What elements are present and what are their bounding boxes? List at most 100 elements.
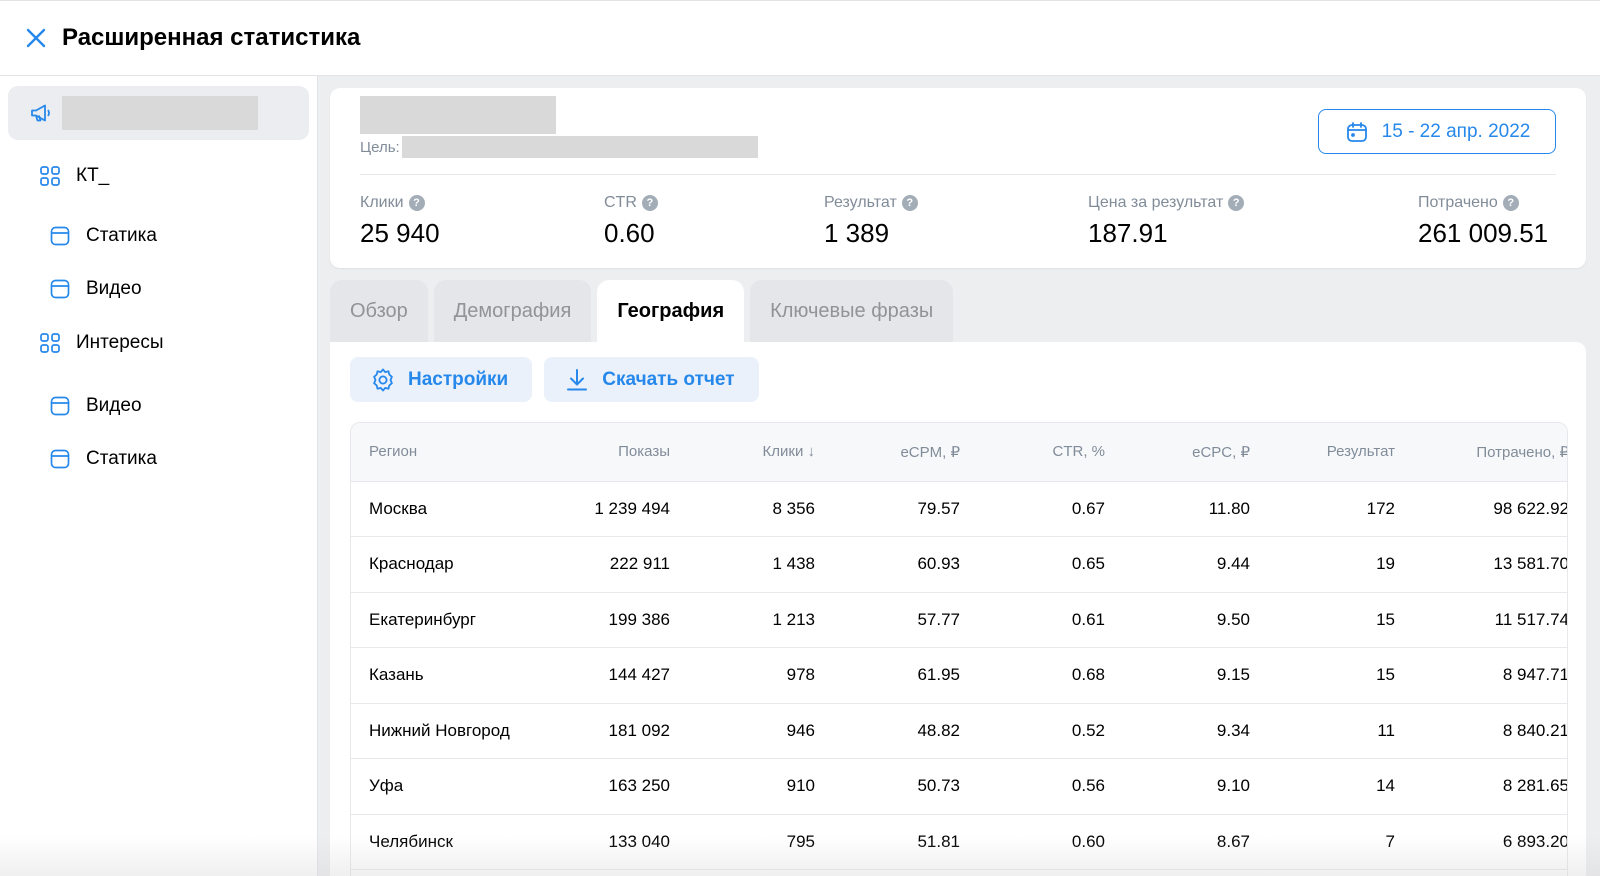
tab-keywords[interactable]: Ключевые фразы [750, 280, 954, 342]
table-row: Казань 144 427 978 61.95 0.68 9.15 15 8 947.71 [351, 647, 1567, 704]
value-cell: 222 911 [551, 536, 670, 593]
table-row: Уфа 163 250 910 50.73 0.56 9.10 14 8 281.65 [351, 758, 1567, 815]
help-icon[interactable]: ? [408, 195, 425, 211]
sidebar-item-label: Статика [86, 448, 157, 469]
value-cell: 79.57 [815, 481, 960, 537]
help-icon[interactable]: ? [1228, 195, 1245, 211]
value-cell: 50.73 [815, 758, 960, 815]
value-cell: 1 213 [670, 592, 815, 648]
divider [360, 174, 1556, 175]
ad-icon [48, 394, 72, 418]
value-cell: 51.81 [815, 814, 960, 870]
help-icon[interactable]: ? [901, 195, 918, 211]
value-cell: 9.44 [1105, 536, 1250, 593]
column-header-region[interactable]: Регион [351, 423, 551, 482]
ad-icon [48, 447, 72, 471]
sidebar-item-label: Видео [86, 278, 142, 299]
metric-label: CTR [604, 194, 637, 211]
value-cell: 181 092 [551, 703, 670, 759]
value-cell: 795 [670, 814, 815, 870]
value-cell: 163 250 [551, 758, 670, 815]
redacted-campaign-name [62, 96, 258, 130]
value-cell: 11 [1250, 703, 1395, 759]
value-cell: 57.77 [815, 592, 960, 648]
sidebar-item-label: Интересы [76, 332, 164, 353]
ad-icon [48, 277, 72, 301]
value-cell: 0.52 [960, 703, 1105, 759]
redacted-goal [401, 136, 758, 158]
sidebar-item-video-2[interactable]: Видео [48, 394, 142, 418]
value-cell: 61.95 [815, 647, 960, 704]
sidebar-item-static[interactable]: Статика [48, 224, 157, 248]
help-icon[interactable]: ? [1502, 195, 1519, 211]
value-cell: 0.67 [960, 481, 1105, 537]
ad-icon [48, 224, 72, 248]
metric-clicks: Клики? 25 940 [360, 194, 440, 249]
sidebar-item-video[interactable]: Видео [48, 277, 142, 301]
value-cell: 0.56 [960, 758, 1105, 815]
settings-button[interactable]: Настройки [350, 357, 533, 402]
column-header-impressions[interactable]: Показы [551, 423, 670, 482]
metric-value: 187.91 [1088, 218, 1168, 248]
value-cell: 199 386 [551, 592, 670, 648]
tab-overview[interactable]: Обзор [330, 280, 428, 342]
table-row: Краснодар 222 911 1 438 60.93 0.65 9.44 19 13 5… [351, 536, 1567, 593]
value-cell: 1 239 494 [551, 481, 670, 537]
value-cell: 14 [1250, 758, 1395, 815]
value-cell: 48.82 [815, 703, 960, 759]
value-cell: 11.80 [1105, 481, 1250, 537]
sidebar: КТ_ Статика Видео Интересы Видео Статика [0, 76, 318, 876]
sidebar-item-label: КТ_ [76, 165, 110, 186]
metric-value: 261 009.51 [1418, 218, 1549, 248]
download-report-button[interactable]: Скачать отчет [544, 357, 759, 402]
value-cell: 19 [1250, 536, 1395, 593]
table-row: Челябинск 133 040 795 51.81 0.60 8.67 7 6 893.2… [351, 814, 1567, 870]
metric-value: 1 389 [824, 218, 890, 248]
column-header-ecpc[interactable]: eCPC, ₽ [1105, 423, 1250, 482]
settings-label: Настройки [408, 368, 509, 390]
close-icon[interactable] [24, 26, 48, 50]
help-icon[interactable]: ? [641, 195, 658, 211]
date-range-label: 15 - 22 апр. 2022 [1381, 120, 1531, 142]
grid-icon [38, 331, 62, 355]
value-cell: 9.50 [1105, 592, 1250, 648]
column-header-clicks[interactable]: Клики ↓ [670, 423, 815, 482]
column-header-spent[interactable]: Потрачено, ₽ [1395, 423, 1567, 482]
tab-demography[interactable]: Демография [433, 280, 592, 342]
value-cell: 8 947.71 [1395, 647, 1567, 704]
value-cell: 15 [1250, 592, 1395, 648]
sidebar-campaign-item[interactable] [8, 86, 309, 140]
column-header-ctr[interactable]: CTR, % [960, 423, 1105, 482]
tab-geography[interactable]: География [597, 280, 745, 342]
geo-table: Регион Показы Клики ↓ eCPM, ₽ CTR, % eCP… [350, 422, 1568, 876]
value-cell: 8 356 [670, 481, 815, 537]
table-row: Екатеринбург 199 386 1 213 57.77 0.61 9.50 15 1… [351, 592, 1567, 648]
main-area: Цель: 15 - 22 апр. 2022 Клики? 25 940 CT… [318, 76, 1600, 876]
value-cell: 11 517.74 [1395, 592, 1567, 648]
goal-label: Цель: [360, 138, 400, 156]
value-cell: 9.15 [1105, 647, 1250, 704]
table-header-row: Регион Показы Клики ↓ eCPM, ₽ CTR, % eCP… [351, 423, 1567, 482]
value-cell: 144 427 [551, 647, 670, 704]
region-cell: Уфа [351, 758, 551, 815]
summary-card: Цель: 15 - 22 апр. 2022 Клики? 25 940 CT… [330, 88, 1586, 268]
date-range-button[interactable]: 15 - 22 апр. 2022 [1318, 109, 1556, 154]
value-cell: 0.68 [960, 647, 1105, 704]
sidebar-item-static-2[interactable]: Статика [48, 447, 157, 471]
value-cell: 8 840.21 [1395, 703, 1567, 759]
region-cell: Москва [351, 481, 551, 537]
sidebar-item-interests[interactable]: Интересы [38, 331, 164, 355]
value-cell: 13 581.70 [1395, 536, 1567, 593]
value-cell: 910 [670, 758, 815, 815]
sidebar-item-kt[interactable]: КТ_ [38, 164, 109, 188]
region-cell: Екатеринбург [351, 592, 551, 648]
grid-icon [38, 164, 62, 188]
value-cell: 946 [670, 703, 815, 759]
metric-value: 25 940 [360, 218, 440, 248]
table-row: Нижний Новгород 181 092 946 48.82 0.52 9.34 11… [351, 703, 1567, 759]
value-cell: 7 [1250, 814, 1395, 870]
tab-bar: Обзор Демография География Ключевые фраз… [330, 280, 959, 342]
column-header-result[interactable]: Результат [1250, 423, 1395, 482]
column-header-ecpm[interactable]: eCPM, ₽ [815, 423, 960, 482]
metric-label: Потрачено [1418, 194, 1498, 211]
